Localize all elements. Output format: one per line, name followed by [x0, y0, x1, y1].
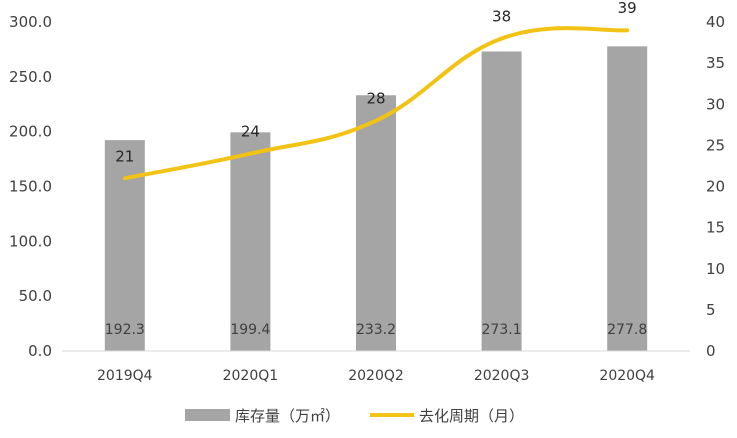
left-tick-label: 100.0 — [9, 232, 52, 250]
legend: 库存量（万㎡） 去化周期（月） — [185, 407, 524, 425]
bar-data-label: 273.1 — [482, 322, 522, 338]
cycle-line — [122, 26, 630, 181]
line-data-label: 28 — [366, 90, 385, 108]
right-tick-label: 15 — [706, 219, 725, 237]
bar — [230, 132, 271, 351]
legend-bar-swatch — [185, 409, 230, 421]
left-tick-label: 50.0 — [19, 287, 52, 305]
right-tick-label: 10 — [706, 260, 725, 278]
right-tick-label: 40 — [706, 13, 725, 31]
right-tick-label: 5 — [706, 301, 716, 319]
line-data-label: 21 — [115, 147, 134, 165]
category-label: 2020Q1 — [223, 368, 279, 384]
bar-data-label: 277.8 — [607, 322, 647, 338]
left-tick-label: 200.0 — [9, 123, 52, 141]
bar — [104, 140, 145, 351]
left-tick-label: 0.0 — [28, 342, 52, 360]
category-labels: 2019Q4 2020Q1 2020Q2 2020Q3 2020Q4 — [97, 368, 655, 384]
right-tick-label: 30 — [706, 95, 725, 113]
left-axis: 0.0 50.0 100.0 150.0 200.0 250.0 300.0 — [9, 13, 52, 360]
right-axis: 0 5 10 15 20 25 30 35 40 — [706, 13, 725, 360]
left-tick-label: 300.0 — [9, 13, 52, 31]
bar — [607, 46, 648, 351]
bar-data-label: 192.3 — [105, 322, 145, 338]
left-tick-label: 150.0 — [9, 178, 52, 196]
bar — [481, 51, 522, 351]
bar-series — [104, 46, 648, 352]
category-label: 2020Q2 — [348, 368, 404, 384]
right-tick-label: 25 — [706, 136, 725, 154]
left-tick-label: 250.0 — [9, 68, 52, 86]
legend-line-label: 去化周期（月） — [419, 407, 524, 425]
bar-data-label: 233.2 — [356, 322, 396, 338]
right-tick-label: 0 — [706, 342, 716, 360]
line-data-labels: 21 24 28 38 39 — [115, 0, 636, 165]
category-label: 2020Q3 — [474, 368, 530, 384]
line-data-label: 39 — [618, 0, 637, 17]
legend-bar-label: 库存量（万㎡） — [235, 407, 340, 425]
right-tick-label: 20 — [706, 178, 725, 196]
bar-data-label: 199.4 — [230, 322, 270, 338]
line-data-label: 38 — [492, 7, 511, 25]
bar-data-labels: 192.3 199.4 233.2 273.1 277.8 — [105, 322, 647, 338]
line-data-label: 24 — [241, 123, 260, 141]
right-tick-label: 35 — [706, 54, 725, 72]
category-label: 2019Q4 — [97, 368, 153, 384]
category-label: 2020Q4 — [599, 368, 655, 384]
bar — [356, 95, 396, 352]
